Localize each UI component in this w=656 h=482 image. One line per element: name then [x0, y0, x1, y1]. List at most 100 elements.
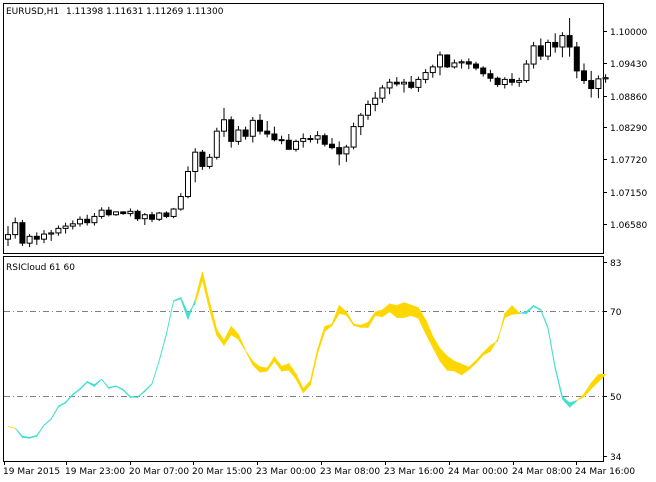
- candle-body: [408, 81, 415, 88]
- candle-body: [149, 214, 155, 220]
- candle-body: [206, 156, 213, 167]
- candle-body: [156, 212, 163, 220]
- time-tick-label: 23 Mar 16:00: [384, 467, 444, 477]
- candle: [415, 76, 422, 92]
- candle-body: [127, 210, 134, 215]
- symbol-label: EURUSD,H1: [6, 7, 59, 17]
- candle: [242, 126, 249, 140]
- candle-body: [141, 214, 148, 220]
- candle: [329, 137, 335, 150]
- candle: [300, 133, 307, 148]
- candle-body: [465, 61, 472, 65]
- time-tick: 23 Mar 16:00: [384, 461, 444, 477]
- candle: [249, 116, 256, 143]
- candle-body: [98, 209, 105, 217]
- candle-body: [365, 103, 371, 116]
- candle-body: [386, 81, 393, 89]
- candle-body: [213, 130, 220, 158]
- candle-body: [537, 45, 544, 57]
- indicator-panel-frame: [3, 256, 604, 462]
- candle-body: [480, 67, 487, 75]
- candle: [264, 120, 271, 138]
- candle-body: [329, 143, 335, 149]
- candle: [48, 230, 55, 241]
- candle: [228, 116, 235, 148]
- candle-body: [271, 133, 278, 141]
- indicator-tick-label: 83: [610, 259, 621, 269]
- candle-body: [444, 54, 451, 68]
- candle: [33, 232, 40, 245]
- candle: [501, 77, 508, 89]
- candle: [545, 39, 551, 61]
- indicator-tick-label: 34: [610, 453, 622, 463]
- candle-body: [5, 234, 11, 240]
- candle-body: [494, 77, 501, 86]
- time-tick-label: 23 Mar 08:00: [320, 467, 380, 477]
- candle: [465, 58, 472, 70]
- candle: [62, 222, 69, 234]
- candle: [257, 114, 263, 135]
- candle-body: [19, 222, 26, 244]
- candle: [84, 214, 91, 226]
- candle: [293, 139, 299, 152]
- indicator-tick-label: 70: [610, 308, 622, 318]
- candle-body: [501, 78, 508, 86]
- candle-body: [278, 139, 285, 142]
- candle: [192, 148, 199, 183]
- candle: [343, 144, 350, 162]
- candle: [285, 133, 292, 150]
- price-tick-label: 1.08860: [610, 93, 647, 103]
- candle: [437, 51, 443, 76]
- candle: [91, 213, 98, 226]
- candle: [458, 59, 465, 69]
- candle-body: [249, 119, 256, 137]
- price-tick: 1.10000: [603, 28, 647, 38]
- candle: [271, 126, 278, 142]
- candle: [12, 217, 19, 239]
- candle: [156, 211, 163, 221]
- candle: [278, 135, 285, 145]
- candle: [314, 131, 321, 144]
- candle: [393, 77, 400, 87]
- candlestick-series: [5, 18, 609, 248]
- time-tick: 19 Mar 23:00: [65, 461, 125, 477]
- candle-body: [573, 46, 580, 72]
- candle-body: [343, 146, 350, 155]
- time-tick: 20 Mar 15:00: [192, 461, 252, 477]
- candle: [321, 133, 328, 147]
- candle: [537, 38, 544, 61]
- candle-body: [321, 135, 328, 145]
- cloud-segment-bull: [410, 304, 419, 319]
- candle-body: [415, 78, 422, 88]
- candle-body: [91, 215, 98, 224]
- candle-body: [257, 119, 263, 132]
- candle-body: [41, 233, 47, 240]
- candle-body: [221, 119, 227, 132]
- candle: [170, 207, 177, 219]
- price-panel[interactable]: EURUSD,H1 1.11398 1.11631 1.11269 1.1130…: [3, 3, 648, 254]
- time-tick-label: 24 Mar 00:00: [448, 467, 508, 477]
- candle: [523, 60, 530, 83]
- candle: [602, 74, 609, 83]
- candle-body: [307, 138, 314, 141]
- candle: [206, 153, 213, 169]
- candle-body: [379, 87, 386, 99]
- candle: [235, 126, 242, 145]
- candle: [134, 209, 141, 221]
- indicator-tick: 50: [603, 393, 622, 403]
- time-tick: 20 Mar 07:00: [129, 461, 189, 477]
- candle: [516, 77, 523, 87]
- candle: [386, 78, 393, 95]
- price-axis: 1.10000 1.09430 1.08860 1.08290 1.07720 …: [603, 28, 647, 231]
- candle: [177, 193, 184, 211]
- candle: [372, 91, 379, 112]
- candle-body: [523, 63, 530, 82]
- time-tick: 23 Mar 00:00: [256, 461, 316, 477]
- candle: [185, 166, 191, 199]
- rsi-cloud-panel[interactable]: RSICloud 61 60 83 70 50 34: [3, 256, 622, 464]
- price-tick-label: 1.09430: [610, 60, 647, 70]
- indicator-tick: 83: [603, 259, 621, 269]
- candle: [357, 112, 364, 136]
- time-axis: 19 Mar 2015 19 Mar 23:00 20 Mar 07:00 20…: [3, 461, 635, 477]
